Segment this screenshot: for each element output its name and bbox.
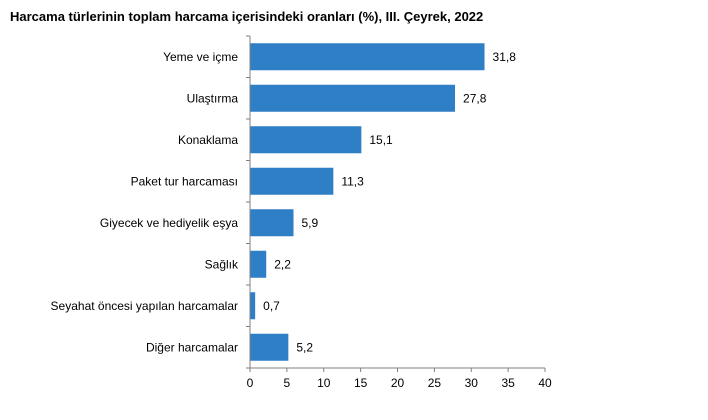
chart-title: Harcama türlerinin toplam harcama içeris… (10, 9, 484, 24)
x-tick-label: 25 (428, 376, 442, 390)
x-tick-label: 5 (284, 376, 291, 390)
value-label: 11,3 (341, 174, 364, 188)
category-label: Seyahat öncesi yapılan harcamalar (51, 299, 238, 313)
x-tick-label: 30 (465, 376, 479, 390)
bar (250, 43, 485, 71)
x-tick-label: 40 (538, 376, 552, 390)
x-tick-label: 0 (247, 376, 254, 390)
value-label: 31,8 (493, 50, 517, 64)
bar (250, 250, 267, 278)
value-label: 15,1 (369, 133, 393, 147)
value-label: 27,8 (463, 91, 487, 105)
category-label: Giyecek ve hediyelik eşya (100, 216, 238, 230)
x-tick-label: 10 (317, 376, 331, 390)
value-label: 2,2 (274, 257, 291, 271)
value-label: 0,7 (263, 299, 280, 313)
category-label: Yeme ve içme (163, 50, 238, 64)
x-tick-label: 35 (501, 376, 515, 390)
value-label: 5,9 (302, 216, 319, 230)
bar (250, 167, 334, 195)
category-label: Konaklama (178, 133, 238, 147)
category-label: Paket tur harcaması (131, 174, 238, 188)
value-label: 5,2 (296, 340, 313, 354)
category-label: Ulaştırma (187, 91, 239, 105)
bar (250, 84, 456, 112)
x-tick-label: 20 (391, 376, 405, 390)
plot-area: Yeme ve içme 31,8 Ulaştırma 27,8 Konaklama 15… (51, 35, 552, 390)
bar (250, 126, 362, 154)
bar (250, 333, 289, 361)
category-label: Sağlık (205, 257, 239, 271)
bar (250, 209, 294, 237)
category-label: Diğer harcamalar (146, 340, 238, 354)
x-tick-label: 15 (354, 376, 368, 390)
bar (250, 292, 256, 320)
